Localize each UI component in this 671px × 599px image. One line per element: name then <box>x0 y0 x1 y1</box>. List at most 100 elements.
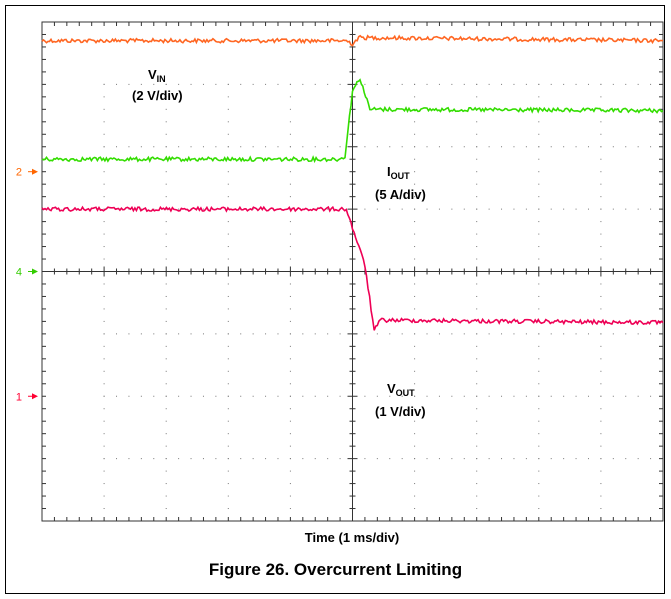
grid-dot <box>265 458 267 460</box>
grid-dot <box>153 146 155 148</box>
grid-dot <box>240 458 242 460</box>
grid-dot <box>215 395 217 397</box>
grid-dot <box>165 483 167 485</box>
grid-dot <box>227 96 229 98</box>
grid-dot <box>364 395 366 397</box>
figure-caption: Figure 26. Overcurrent Limiting <box>208 560 463 579</box>
grid-dot <box>587 395 589 397</box>
grid-dot <box>202 395 204 397</box>
grid-dot <box>277 83 279 85</box>
grid-dot <box>476 458 478 460</box>
grid-dot <box>625 146 627 148</box>
grid-dot <box>414 133 416 135</box>
grid-dot <box>476 133 478 135</box>
grid-dot <box>414 221 416 223</box>
iout-label: IOUT <box>387 164 410 181</box>
grid-dot <box>476 358 478 360</box>
grid-dot <box>140 395 142 397</box>
grid-dot <box>600 483 602 485</box>
grid-dot <box>103 221 105 223</box>
grid-dot <box>438 333 440 335</box>
grid-dot <box>476 420 478 422</box>
grid-dot <box>600 233 602 235</box>
grid-dot <box>414 258 416 260</box>
grid-dot <box>289 358 291 360</box>
grid-dot <box>227 308 229 310</box>
grid-dot <box>202 333 204 335</box>
grid-dot <box>289 445 291 447</box>
grid-dot <box>178 395 180 397</box>
grid-dot <box>116 83 118 85</box>
grid-dot <box>327 333 329 335</box>
grid-dot <box>451 146 453 148</box>
grid-dot <box>476 283 478 285</box>
grid-dot <box>426 458 428 460</box>
grid-dot <box>501 146 503 148</box>
oscilloscope-plot: 2 4 1 VIN (2 V/div) IOUT (5 A/div) VOUT (1… <box>16 21 664 545</box>
grid-dot <box>289 221 291 223</box>
grid-dot <box>153 208 155 210</box>
channel-marker-label: 1 <box>16 391 22 403</box>
grid-dot <box>637 83 639 85</box>
grid-dot <box>103 320 105 322</box>
grid-dot <box>227 133 229 135</box>
grid-dot <box>538 196 540 198</box>
grid-dot <box>289 133 291 135</box>
grid-dot <box>650 208 652 210</box>
grid-dot <box>600 408 602 410</box>
grid-dot <box>153 458 155 460</box>
grid-dot <box>165 370 167 372</box>
grid-dot <box>414 233 416 235</box>
grid-dot <box>289 183 291 185</box>
grid-dot <box>612 83 614 85</box>
grid-dot <box>538 345 540 347</box>
grid-dot <box>451 83 453 85</box>
grid-dot <box>414 158 416 160</box>
grid-dot <box>103 420 105 422</box>
grid-dot <box>463 458 465 460</box>
grid-dot <box>538 483 540 485</box>
grid-dot <box>165 383 167 385</box>
grid-dot <box>538 221 540 223</box>
vin-label: VIN <box>148 67 166 84</box>
grid-dot <box>116 458 118 460</box>
grid-dot <box>550 146 552 148</box>
grid-dot <box>538 333 540 335</box>
grid-dot <box>364 146 366 148</box>
grid-dot <box>538 370 540 372</box>
grid-dot <box>476 208 478 210</box>
grid-dot <box>128 395 130 397</box>
grid-dot <box>426 333 428 335</box>
grid-dot <box>600 283 602 285</box>
grid-dot <box>538 171 540 173</box>
grid-dot <box>476 333 478 335</box>
grid-dot <box>103 146 105 148</box>
grid-dot <box>314 458 316 460</box>
grid-dot <box>165 171 167 173</box>
grid-dot <box>227 295 229 297</box>
grid-dot <box>327 395 329 397</box>
graticule <box>41 21 664 522</box>
grid-dot <box>227 171 229 173</box>
grid-dot <box>165 96 167 98</box>
grid-dot <box>538 420 540 422</box>
grid-dot <box>488 208 490 210</box>
grid-dot <box>103 171 105 173</box>
grid-dot <box>426 83 428 85</box>
grid-dot <box>525 83 527 85</box>
grid-dot <box>600 383 602 385</box>
grid-dot <box>103 183 105 185</box>
grid-dot <box>252 395 254 397</box>
grid-dot <box>289 495 291 497</box>
grid-dot <box>637 333 639 335</box>
grid-dot <box>103 483 105 485</box>
grid-dot <box>389 395 391 397</box>
grid-dot <box>376 458 378 460</box>
grid-dot <box>538 308 540 310</box>
grid-dot <box>103 445 105 447</box>
grid-dot <box>438 146 440 148</box>
grid-dot <box>414 283 416 285</box>
grid-dot <box>488 395 490 397</box>
grid-dot <box>538 283 540 285</box>
grid-dot <box>476 495 478 497</box>
